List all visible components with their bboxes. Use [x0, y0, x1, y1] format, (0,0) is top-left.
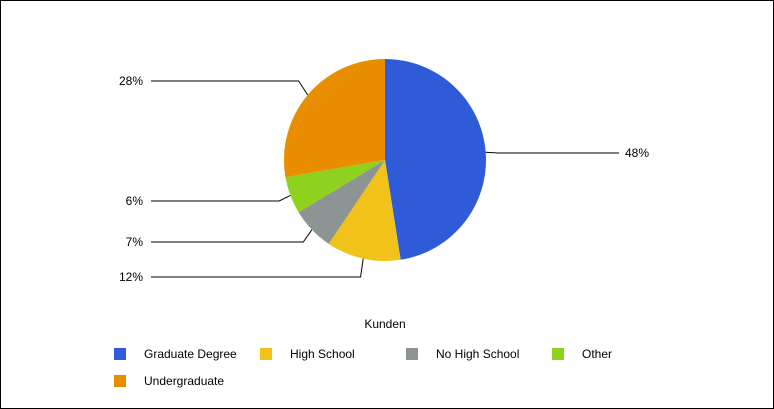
legend-swatch [114, 375, 126, 387]
legend-swatch [114, 348, 126, 360]
leader-line [485, 151, 619, 154]
legend-swatch [552, 348, 564, 360]
chart-axis-title: Kunden [364, 317, 405, 331]
leader-line [151, 80, 309, 96]
pie-slice-no-high-school [298, 160, 385, 244]
data-label: 28% [119, 74, 143, 88]
legend-swatch [260, 348, 272, 360]
pie-slice-high-school [328, 160, 401, 261]
data-label: 48% [625, 146, 649, 160]
leader-lines [151, 80, 619, 278]
legend-entry: High School [290, 347, 355, 361]
data-label: 6% [126, 194, 144, 208]
leader-line [151, 229, 313, 243]
pie-slices [283, 58, 486, 261]
leader-line [151, 258, 364, 278]
data-label: 7% [126, 235, 144, 249]
data-labels: 48% 12% 7% 6% 28% [119, 74, 649, 284]
pie-slice-undergraduate [283, 58, 385, 178]
pie-slice-other [285, 160, 385, 213]
legend-entry: Undergraduate [144, 374, 224, 388]
legend-swatch [406, 348, 418, 360]
data-label: 12% [119, 270, 143, 284]
pie-slice-graduate-degree [385, 59, 486, 260]
legend-entry: No High School [436, 347, 519, 361]
legend-entry: Other [582, 347, 612, 361]
leader-line [151, 194, 291, 202]
legend-entry: Graduate Degree [144, 347, 237, 361]
legend: Graduate Degree High School No High School… [114, 347, 612, 388]
